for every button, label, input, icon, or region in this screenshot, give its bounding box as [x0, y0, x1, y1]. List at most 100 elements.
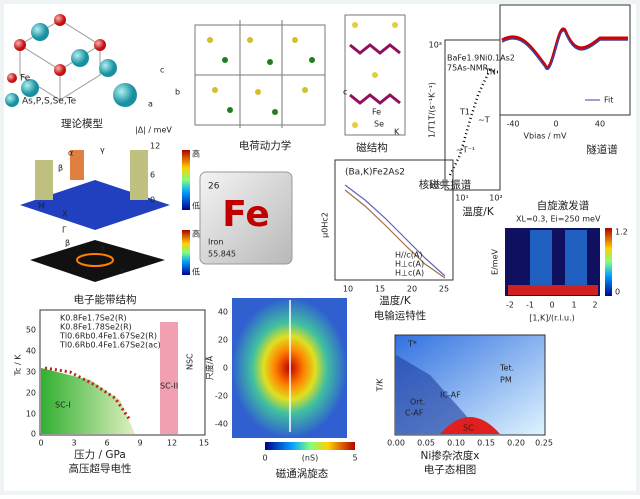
x-tick-label: 15: [375, 285, 385, 294]
phase-label: C-AF: [405, 409, 424, 418]
caption: 理论模型: [61, 117, 103, 130]
label: Se: [374, 120, 384, 129]
annotation: ~T: [478, 116, 490, 125]
symbol: β: [58, 164, 63, 173]
spin-map: [530, 230, 552, 290]
legend-label: H⊥c(A): [395, 260, 424, 269]
y-tick-label: 40: [218, 308, 228, 317]
atomic-number: 26: [208, 182, 220, 192]
y-label: 尺度/Å: [204, 355, 215, 380]
axis-label: a: [148, 100, 153, 109]
phase-label: SC: [463, 424, 474, 433]
x-tick-label: 0.25: [535, 439, 553, 448]
symbol: X: [62, 210, 68, 219]
label: 75As-NMR: [447, 64, 489, 73]
tc-axes: [39, 309, 206, 436]
y-label: μ0Hc2: [321, 212, 330, 238]
colorbar-unit: (nS): [302, 454, 318, 463]
y-tick-label: 30: [26, 368, 36, 377]
label: K: [394, 128, 400, 137]
x-tick-label: 0.05: [417, 439, 435, 448]
x-tick-label: 20: [407, 285, 417, 294]
element-symbol: Fe: [222, 194, 270, 235]
caption: 隧道谱: [586, 143, 618, 156]
symbol: Γ: [62, 226, 67, 235]
element-name: Iron: [208, 238, 223, 247]
x-tick-label: 25: [439, 285, 449, 294]
x-tick-label: 3: [71, 439, 76, 448]
y-tick-label: 50: [26, 326, 36, 335]
colorbar: [265, 442, 355, 450]
y-tick-label: 10: [26, 410, 36, 419]
x-label: Ni掺杂浓度x: [421, 449, 480, 462]
symbol: M: [38, 202, 45, 211]
z-label: |Δ| / meV: [135, 126, 172, 135]
x-label: [1,K]/(r.l.u.): [529, 314, 575, 323]
axis-label: b: [175, 88, 180, 97]
x-label: Vbias / mV: [524, 132, 567, 141]
x-tick-label: -2: [506, 301, 514, 310]
y-tick-label: 10²: [429, 181, 442, 190]
sc-i-region: [41, 368, 135, 434]
axis-label: c: [160, 66, 164, 75]
region-label: NSC: [186, 353, 195, 370]
y-tick-label: -20: [215, 392, 228, 401]
z-tick-label: 12: [150, 142, 160, 151]
legend-label: Tl0.6Rb0.4Fe1.67Se2(ac): [59, 341, 161, 350]
caption: 磁通涡旋态: [276, 467, 329, 480]
symbol: α: [100, 244, 105, 253]
legend-label: K0.8Fe1.7Se2(R): [60, 314, 127, 323]
x-tick-label: 15: [199, 439, 209, 448]
region-label: SC-I: [55, 401, 71, 410]
sc-ii-region: [160, 322, 178, 434]
hc2-axes: [334, 159, 454, 281]
label: Fe: [20, 74, 31, 84]
y-label: T/K: [376, 378, 385, 393]
y-tick-label: 0: [223, 364, 228, 373]
colorbar-label: 0: [615, 288, 620, 297]
x-tick-label: 40: [595, 120, 605, 129]
panel-title: 自旋激发谱: [537, 199, 590, 212]
spin-map: [565, 230, 587, 290]
caption: 电荷动力学: [239, 139, 292, 152]
colorbar-label: 高: [192, 149, 200, 159]
legend-label: H⊥c(A): [395, 269, 424, 278]
y-label: 1/T1T/(s⁻¹K⁻¹): [428, 82, 437, 138]
x-tick-label: 10¹: [455, 194, 468, 203]
y-tick-label: 40: [26, 347, 36, 356]
x-tick-label: 9: [137, 439, 142, 448]
caption: 电子能带结构: [74, 293, 137, 306]
colorbar-label: 1.2: [615, 228, 628, 237]
phase-label: IC-AF: [440, 391, 461, 400]
x-tick-label: 0.00: [387, 439, 405, 448]
caption: 磁结构: [356, 141, 388, 154]
tunnel-fit: [501, 30, 628, 71]
y-label: E/meV: [491, 249, 500, 275]
colorbar-label: 高: [192, 229, 200, 239]
c-af-region: [396, 355, 475, 434]
x-label: 温度/K: [379, 294, 412, 307]
tunnel-axes: [499, 4, 631, 116]
x-tick-label: 12: [167, 439, 177, 448]
sc-region: [440, 417, 500, 434]
phase-label: Ort.: [410, 398, 425, 407]
x-tick-label: 0.10: [447, 439, 465, 448]
region-label: SC-II: [160, 382, 178, 391]
colorbar: [605, 228, 612, 296]
colorbar-label: 0: [262, 454, 267, 463]
label: As,P,S,Se,Te: [22, 97, 77, 107]
colorbar-label: 低: [192, 201, 200, 211]
z-tick-label: 0: [150, 196, 155, 205]
phase-label: PM: [500, 376, 512, 385]
panel-title: (Ba,K)Fe2As2: [345, 168, 405, 178]
x-tick-label: -1: [526, 301, 534, 310]
caption: 核磁共振谱: [419, 178, 472, 191]
label: BaFe1.9Ni0.1As2: [447, 54, 515, 63]
x-tick-label: 0: [553, 120, 558, 129]
annotation: TN: [484, 68, 496, 77]
colorbar-label: 低: [192, 267, 200, 277]
symbol: γ: [120, 266, 125, 275]
legend-label: Fit: [604, 96, 613, 105]
x-tick-label: 0.20: [507, 439, 525, 448]
x-label: 压力 / GPa: [74, 448, 126, 461]
